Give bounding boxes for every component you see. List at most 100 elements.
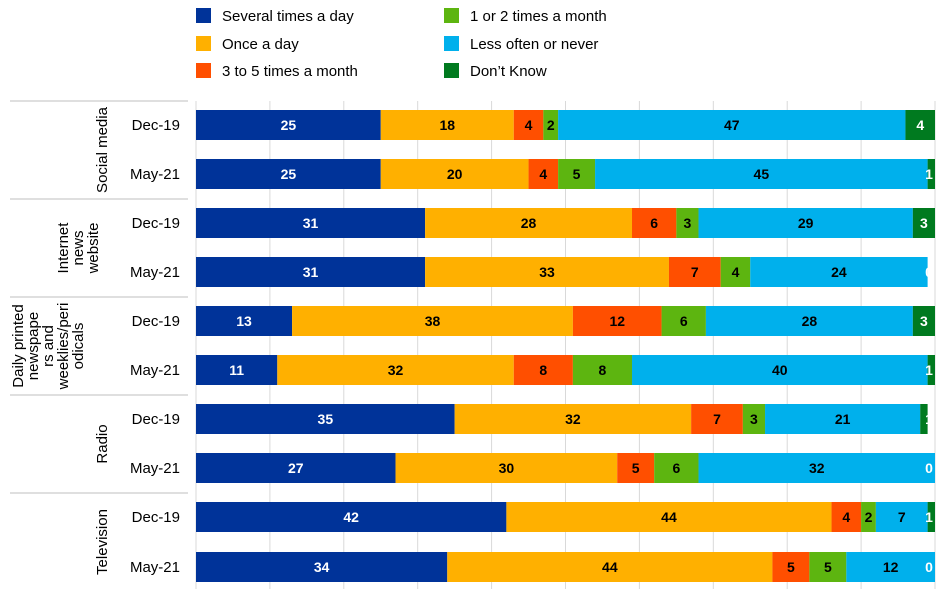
category-label: May-21: [130, 362, 180, 379]
data-label: 1: [925, 166, 933, 182]
bar-segment: [196, 306, 293, 336]
data-label: 0: [925, 264, 933, 280]
bar-segment: [196, 404, 455, 434]
bar-segment: [691, 404, 743, 434]
group-label: Daily printednewspapers andweeklies/peri…: [10, 303, 87, 391]
data-label: 38: [425, 313, 441, 329]
data-label: 12: [883, 559, 899, 575]
data-label: 4: [732, 264, 740, 280]
category-label: Dec-19: [132, 509, 180, 526]
data-label: 28: [802, 313, 818, 329]
data-label: 3: [684, 215, 692, 231]
data-label: 34: [314, 559, 330, 575]
bar-segment: [831, 502, 862, 532]
bar-segment: [742, 404, 766, 434]
data-label: 6: [650, 215, 658, 231]
legend-swatch: [196, 8, 211, 23]
data-label: 25: [281, 117, 297, 133]
plot-area: 25 18 4 2 47 425 20 4 5 45 131 28 6 3 29 331 33 7 4 24 013 38…: [196, 110, 935, 582]
bar-segment: [750, 257, 928, 287]
category-label: Dec-19: [132, 313, 180, 330]
data-label: 40: [772, 362, 788, 378]
data-label: 8: [599, 362, 607, 378]
data-label: 3: [920, 313, 928, 329]
bar-segment: [558, 110, 906, 140]
data-label: 47: [724, 117, 740, 133]
data-label: 4: [525, 117, 533, 133]
bar-segment: [668, 257, 721, 287]
legend-label: Once a day: [222, 36, 299, 53]
bar-segment: [661, 306, 706, 336]
data-label: 31: [303, 215, 319, 231]
bar-segment: [196, 208, 426, 238]
data-label: 32: [388, 362, 404, 378]
data-label: 11: [229, 362, 244, 378]
bar-segment: [927, 502, 935, 532]
data-label: 32: [565, 411, 581, 427]
category-label: May-21: [130, 264, 180, 281]
legend-swatch: [196, 36, 211, 51]
bar-segment: [196, 110, 381, 140]
bar-segment: [292, 306, 573, 336]
data-label: 42: [343, 509, 359, 525]
bar-segment: [454, 404, 692, 434]
bar-segment: [196, 257, 426, 287]
legend-item: 1 or 2 times a month: [444, 8, 607, 25]
category-label: Dec-19: [132, 411, 180, 428]
legend-label: 1 or 2 times a month: [470, 8, 607, 25]
bar-segment: [380, 159, 529, 189]
bar-segment: [425, 208, 633, 238]
legend-swatch: [444, 36, 459, 51]
bar-segment: [395, 453, 618, 483]
bar-segment: [912, 306, 935, 336]
bar-segment: [705, 306, 913, 336]
data-label: 6: [672, 460, 680, 476]
bar-segment: [912, 208, 935, 238]
bar-segment: [861, 502, 876, 532]
bar-segment: [905, 110, 935, 140]
data-label: 12: [609, 313, 625, 329]
legend-item: Less often or never: [444, 36, 598, 53]
data-label: 13: [236, 313, 252, 329]
legend-label: Less often or never: [470, 36, 598, 53]
bar-segment: [772, 552, 810, 582]
bar-segment: [632, 355, 928, 385]
bar-segment: [277, 355, 514, 385]
bar-segment: [676, 208, 699, 238]
bar-segment: [513, 355, 573, 385]
bar-segment: [927, 159, 935, 189]
bar-segment: [196, 355, 278, 385]
data-label: 24: [831, 264, 847, 280]
bar-segment: [543, 110, 559, 140]
bar-segment: [846, 552, 935, 582]
bar-segment: [513, 110, 544, 140]
data-label: 20: [447, 166, 463, 182]
bar-segment: [572, 306, 662, 336]
legend-label: Don’t Know: [470, 63, 547, 80]
data-label: 2: [547, 117, 555, 133]
group-label: Internetnewswebsite: [55, 222, 102, 275]
legend-item: Several times a day: [196, 8, 354, 25]
data-label: 7: [691, 264, 699, 280]
legend-item: 3 to 5 times a month: [196, 63, 358, 80]
data-label: 32: [809, 460, 825, 476]
axis-labels: Social media Dec-19 May-21 Internetnewswebs…: [10, 100, 188, 576]
data-label: 45: [754, 166, 770, 182]
bar-segment: [447, 552, 773, 582]
data-label: 31: [303, 264, 319, 280]
bar-segment: [425, 257, 669, 287]
group-label: Social media: [94, 106, 111, 193]
legend-item: Don’t Know: [444, 63, 547, 80]
bar-segment: [765, 404, 921, 434]
legend-item: Once a day: [196, 36, 299, 53]
data-label: 5: [573, 166, 581, 182]
data-label: 0: [925, 460, 933, 476]
bar-segment: [196, 502, 507, 532]
data-label: 3: [750, 411, 758, 427]
bar-segment: [528, 159, 559, 189]
data-label: 30: [499, 460, 515, 476]
category-label: Dec-19: [132, 215, 180, 232]
bar-segment: [506, 502, 832, 532]
data-label: 8: [539, 362, 547, 378]
category-label: May-21: [130, 166, 180, 183]
